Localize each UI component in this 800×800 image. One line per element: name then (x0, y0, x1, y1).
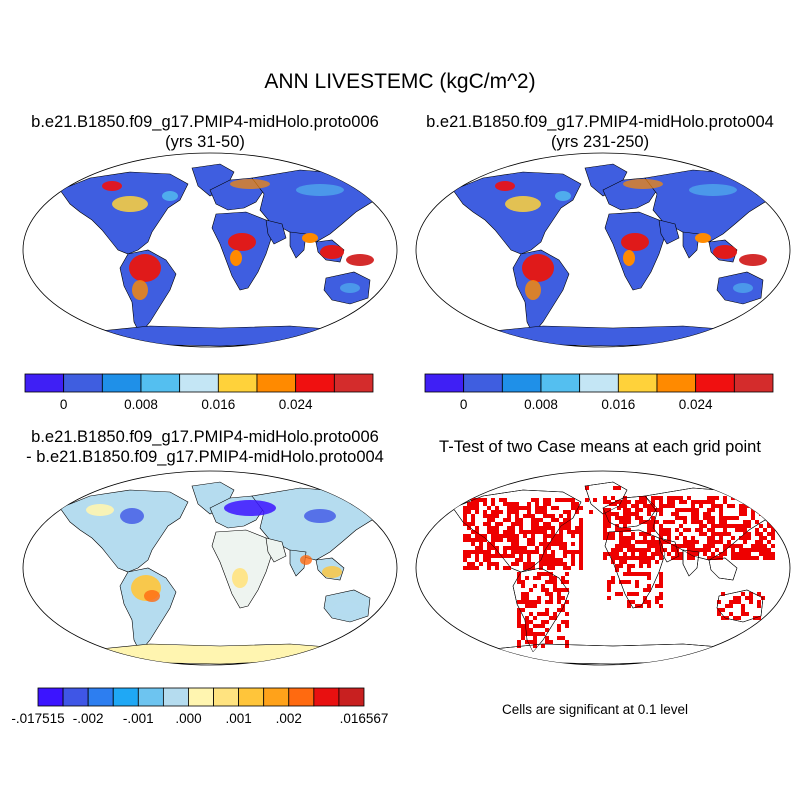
colorbar-case1 (24, 373, 374, 393)
colorbar-swatch (24, 373, 65, 393)
panel-title-diff: b.e21.B1850.f09_g17.PMIP4-midHolo.proto0… (10, 427, 400, 467)
colorbar-case1-labels: 0 0.008 0.016 0.024 (25, 397, 373, 415)
colorbar-case2-labels: 0 0.008 0.016 0.024 (425, 397, 773, 415)
colorbar-swatch (695, 373, 735, 393)
colorbar-tick-label: .002 (275, 711, 302, 726)
colorbar-tick-label: -.002 (72, 711, 104, 726)
colorbar-swatch (263, 687, 290, 707)
colorbar-tick-label: 0.008 (124, 397, 158, 412)
colorbar-case2 (424, 373, 774, 393)
map-diff (22, 470, 398, 666)
colorbar-tick-label: -.001 (122, 711, 154, 726)
panel-title-case2-line2: (yrs 231-250) (550, 133, 650, 151)
colorbar-swatch (213, 687, 240, 707)
colorbar-tick-label: 0 (59, 397, 68, 412)
map-case2 (415, 152, 791, 348)
colorbar-swatch (733, 373, 774, 393)
colorbar-swatch (295, 373, 335, 393)
colorbar-swatch (579, 373, 619, 393)
colorbar-tick-label: .016567 (339, 711, 389, 726)
panel-title-ttest: T-Test of two Case means at each grid po… (439, 438, 761, 456)
continent-india (682, 231, 700, 259)
continent-antarctica (482, 325, 734, 347)
panel-title-diff-line1: b.e21.B1850.f09_g17.PMIP4-midHolo.proto0… (31, 428, 379, 446)
panel-title-case1-line2: (yrs 31-50) (165, 133, 245, 151)
panel-title-diff-line2: - b.e21.B1850.f09_g17.PMIP4-midHolo.prot… (26, 448, 384, 466)
colorbar-swatch (238, 687, 265, 707)
map-ttest (415, 470, 791, 666)
colorbar-swatch (101, 373, 142, 393)
panel-title-case1-line1: b.e21.B1850.f09_g17.PMIP4-midHolo.proto0… (31, 113, 379, 131)
colorbar-tick-label: .001 (225, 711, 252, 726)
panel-title-case2: b.e21.B1850.f09_g17.PMIP4-midHolo.proto0… (405, 112, 795, 152)
colorbar-swatch (656, 373, 697, 393)
ttest-note: Cells are significant at 0.1 level (501, 702, 689, 717)
figure-title: ANN LIVESTEMC (kgC/m^2) (264, 70, 536, 93)
colorbar-diff-labels: -.017515 -.002 -.001 .000 .001 .002 .016567 (11, 711, 388, 729)
colorbar-tick-label: 0.008 (524, 397, 558, 412)
colorbar-swatch (217, 373, 258, 393)
colorbar-swatch (540, 373, 581, 393)
continent-arabia (265, 537, 287, 563)
colorbar-diff (37, 687, 365, 707)
colorbar-swatch (501, 373, 542, 393)
colorbar-swatch (162, 687, 189, 707)
colorbar-swatch (463, 373, 503, 393)
panel-title-case1: b.e21.B1850.f09_g17.PMIP4-midHolo.proto0… (10, 112, 400, 152)
colorbar-swatch (37, 687, 64, 707)
colorbar-tick-label: 0.024 (278, 397, 313, 412)
colorbar-swatch (140, 373, 181, 393)
continent-antarctica (89, 325, 341, 347)
panel-title-case2-line1: b.e21.B1850.f09_g17.PMIP4-midHolo.proto0… (426, 113, 774, 131)
colorbar-tick-label: 0.024 (678, 397, 713, 412)
continent-antarctica (89, 643, 341, 665)
colorbar-swatch (617, 373, 658, 393)
colorbar-swatch (338, 687, 365, 707)
continent-northAmerica (452, 171, 582, 255)
colorbar-swatch (313, 687, 340, 707)
colorbar-swatch (112, 687, 139, 707)
colorbar-tick-label: .000 (175, 711, 202, 726)
colorbar-swatch (333, 373, 374, 393)
colorbar-swatch (179, 373, 219, 393)
colorbar-swatch (288, 687, 315, 707)
colorbar-tick-label: 0 (459, 397, 468, 412)
continent-northAmerica (59, 171, 189, 255)
continent-india (289, 231, 307, 259)
colorbar-swatch (188, 687, 214, 707)
colorbar-swatch (87, 687, 114, 707)
colorbar-swatch (62, 687, 89, 707)
colorbar-swatch (137, 687, 164, 707)
colorbar-swatch (256, 373, 297, 393)
map-case1 (22, 152, 398, 348)
colorbar-swatch (424, 373, 465, 393)
continent-arabia (658, 219, 680, 245)
continent-arabia (265, 219, 287, 245)
colorbar-swatch (63, 373, 103, 393)
colorbar-tick-label: 0.016 (601, 397, 636, 412)
colorbar-tick-label: 0.016 (201, 397, 236, 412)
colorbar-tick-label: -.017515 (11, 711, 65, 726)
